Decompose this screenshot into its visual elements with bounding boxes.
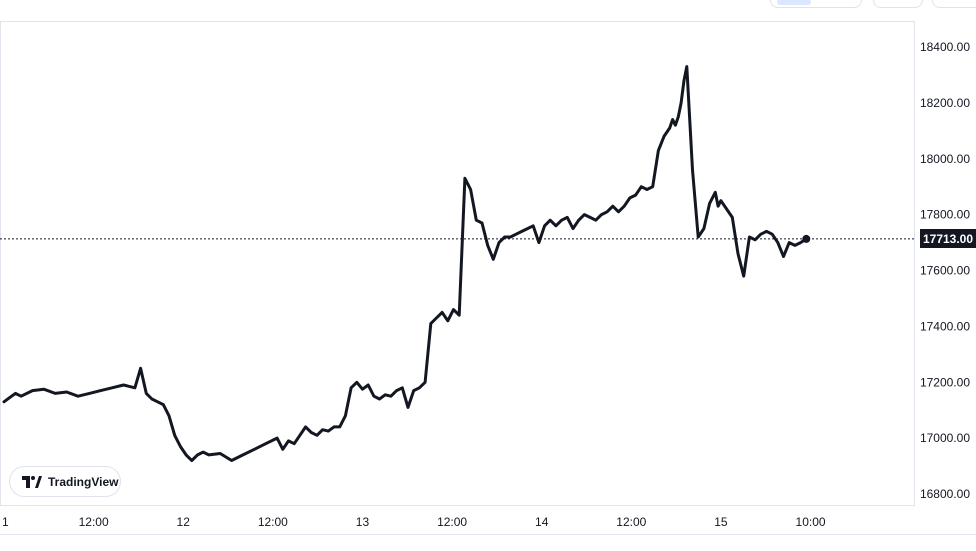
tradingview-logo-badge[interactable]: TradingView (9, 466, 121, 497)
y-tick-label: 17000.00 (920, 431, 970, 445)
toolbar-button-range[interactable] (770, 0, 862, 8)
tradingview-logo-icon (22, 475, 42, 488)
last-price-dot (802, 234, 811, 243)
y-axis: 18400.00 18200.00 18000.00 17800.00 17600.00… (920, 40, 970, 501)
x-axis: 1 12:00 12 12:00 13 12:00 14 12:00 15 10:00 (2, 515, 826, 529)
x-tick-label: 14 (535, 515, 549, 529)
y-tick-label: 17400.00 (920, 319, 970, 333)
x-tick-label: 12 (177, 515, 191, 529)
y-tick-label: 17800.00 (920, 208, 970, 222)
y-tick-label: 18200.00 (920, 96, 970, 110)
toolbar-button-settings[interactable] (873, 0, 923, 8)
x-tick-label: 12:00 (616, 515, 646, 529)
last-price-label: 17713.00 (920, 229, 976, 249)
plot-frame (0, 21, 915, 506)
x-tick-label: 12:00 (79, 515, 109, 529)
x-tick-label: 1 (2, 515, 9, 529)
range-pill (777, 0, 811, 5)
y-tick-label: 17600.00 (920, 264, 970, 278)
x-tick-label: 12:00 (437, 515, 467, 529)
y-tick-label: 18000.00 (920, 152, 970, 166)
toolbar-button-fullscreen[interactable] (932, 0, 976, 8)
x-tick-label: 12:00 (258, 515, 288, 529)
logo-text: TradingView (48, 474, 119, 489)
y-tick-label: 17200.00 (920, 375, 970, 389)
y-tick-label: 16800.00 (920, 487, 970, 501)
x-tick-label: 13 (356, 515, 370, 529)
y-tick-label: 18400.00 (920, 40, 970, 54)
price-series-line (2, 65, 808, 462)
x-tick-label: 10:00 (796, 515, 826, 529)
x-tick-label: 15 (714, 515, 728, 529)
